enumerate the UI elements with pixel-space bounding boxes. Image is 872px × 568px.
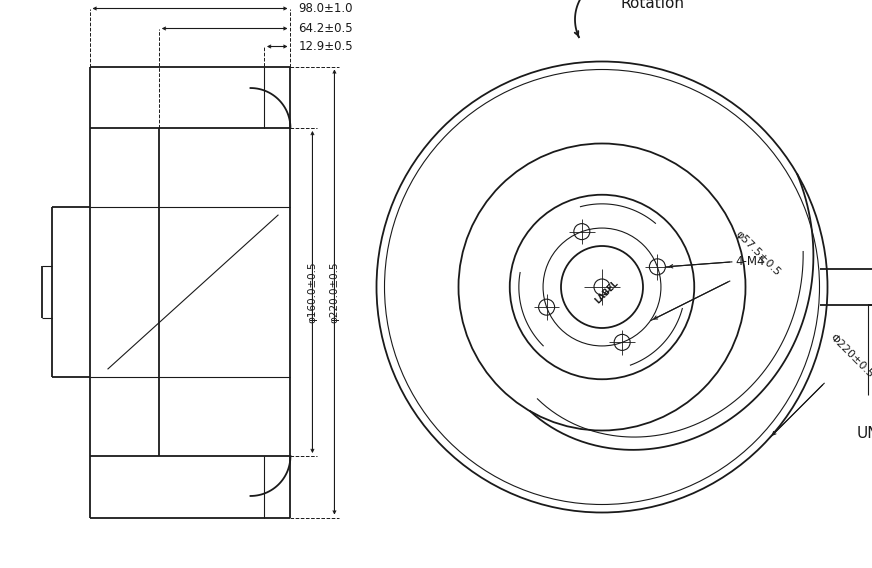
Text: φ220.0±0.5: φ220.0±0.5 (330, 261, 339, 323)
Text: φ57.5±0.5: φ57.5±0.5 (733, 229, 782, 278)
Text: LABEL: LABEL (594, 278, 621, 306)
Text: φ160.0±0.5: φ160.0±0.5 (308, 261, 317, 323)
Text: 98.0±1.0: 98.0±1.0 (298, 2, 353, 15)
Text: Φ220±0.5: Φ220±0.5 (828, 332, 872, 380)
Text: 12.9±0.5: 12.9±0.5 (298, 40, 353, 53)
Text: UNIT：mm: UNIT：mm (857, 425, 872, 440)
Text: Rotation: Rotation (620, 0, 684, 11)
Text: 64.2±0.5: 64.2±0.5 (298, 22, 353, 35)
Text: 4-M4: 4-M4 (735, 256, 765, 268)
